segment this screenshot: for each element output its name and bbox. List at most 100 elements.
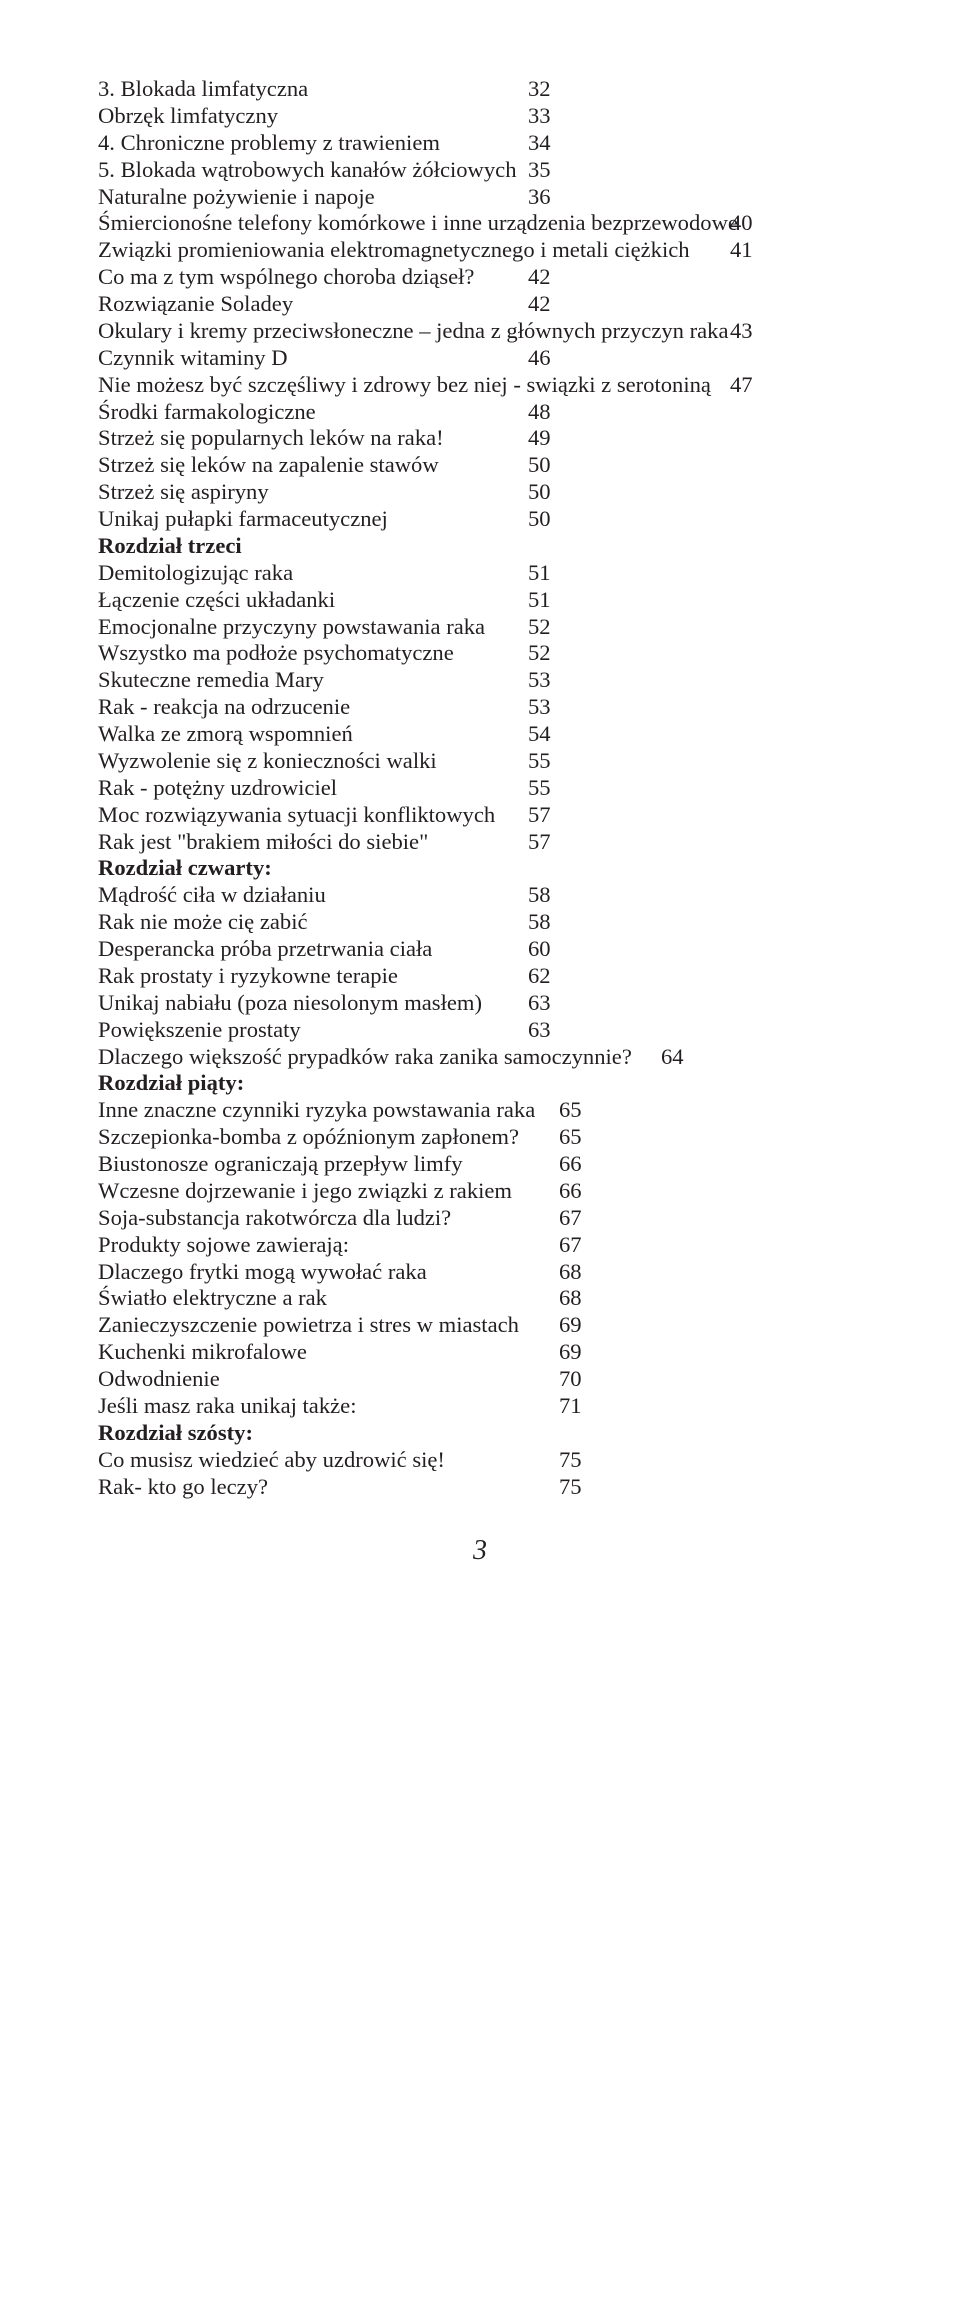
toc-row: Moc rozwiązywania sytuacji konfliktowych… (98, 802, 862, 829)
toc-label: Walka ze zmorą wspomnień (98, 721, 353, 746)
toc-label: Desperancka próba przetrwania ciała (98, 936, 432, 961)
toc-label: Rozdział czwarty: (98, 855, 272, 880)
toc-page-number: 63 (528, 1017, 551, 1044)
toc-row: Rozdział szósty: (98, 1420, 862, 1447)
toc-page-number: 67 (559, 1232, 582, 1259)
toc-row: Rak nie może cię zabić58 (98, 909, 862, 936)
toc-row: Rak jest "brakiem miłości do siebie"57 (98, 829, 862, 856)
toc-label: Rak - reakcja na odrzucenie (98, 694, 350, 719)
toc-row: Desperancka próba przetrwania ciała60 (98, 936, 862, 963)
toc-page-number: 32 (528, 76, 551, 103)
toc-row: Jeśli masz raka unikaj także:71 (98, 1393, 862, 1420)
toc-row: Mądrość ciła w działaniu58 (98, 882, 862, 909)
toc-row: Unikaj nabiału (poza niesolonym masłem) 6… (98, 990, 862, 1017)
toc-page-number: 51 (528, 587, 551, 614)
toc-label: Jeśli masz raka unikaj także: (98, 1393, 356, 1418)
toc-label: Skuteczne remedia Mary (98, 667, 324, 692)
toc-label: Unikaj nabiału (poza niesolonym masłem) (98, 990, 482, 1015)
toc-label: Wczesne dojrzewanie i jego związki z rak… (98, 1178, 512, 1203)
toc-label: Strzeż się leków na zapalenie stawów (98, 452, 439, 477)
toc-page-number: 52 (528, 614, 551, 641)
toc-label: Związki promieniowania elektromagnetyczn… (98, 237, 690, 262)
toc-label: Wszystko ma podłoże psychomatyczne (98, 640, 454, 665)
toc-page-number: 54 (528, 721, 551, 748)
toc-label: Strzeż się aspiryny (98, 479, 269, 504)
toc-row: Rak- kto go leczy?75 (98, 1474, 862, 1501)
toc-page-number: 53 (528, 667, 551, 694)
toc-label: Demitologizując raka (98, 560, 293, 585)
toc-row: Demitologizując raka 51 (98, 560, 862, 587)
toc-row: Śmiercionośne telefony komórkowe i inne … (98, 210, 862, 237)
toc-row: Walka ze zmorą wspomnień 54 (98, 721, 862, 748)
toc-label: Wyzwolenie się z konieczności walki (98, 748, 437, 773)
toc-label: Unikaj pułapki farmaceutycznej (98, 506, 388, 531)
toc-row: Okulary i kremy przeciwsłoneczne – jedna… (98, 318, 862, 345)
toc-label: Okulary i kremy przeciwsłoneczne – jedna… (98, 318, 728, 343)
toc-page-number: 66 (559, 1178, 582, 1205)
toc-page-number: 43 (730, 318, 753, 345)
toc-label: Obrzęk limfatyczny (98, 103, 278, 128)
toc-row: Wyzwolenie się z konieczności walki 55 (98, 748, 862, 775)
toc-label: Środki farmakologiczne (98, 399, 316, 424)
toc-label: Moc rozwiązywania sytuacji konfliktowych (98, 802, 495, 827)
toc-label: Łączenie części układanki (98, 587, 335, 612)
toc-page-number: 75 (559, 1474, 582, 1501)
toc-page-number: 69 (559, 1312, 582, 1339)
toc-page-number: 52 (528, 640, 551, 667)
toc-label: Odwodnienie (98, 1366, 220, 1391)
toc-row: Strzeż się popularnych leków na raka! 49 (98, 425, 862, 452)
toc-page-number: 50 (528, 506, 551, 533)
toc-label: Rozdział szósty: (98, 1420, 253, 1445)
toc-label: Co ma z tym wspólnego choroba dziąseł? (98, 264, 474, 289)
toc-label: Kuchenki mikrofalowe (98, 1339, 307, 1364)
toc-page-number: 64 (661, 1044, 684, 1071)
toc-label: Rozdział trzeci (98, 533, 242, 558)
toc-page-number: 35 (528, 157, 551, 184)
toc-row: Skuteczne remedia Mary 53 (98, 667, 862, 694)
toc-label: Strzeż się popularnych leków na raka! (98, 425, 444, 450)
toc-page-number: 70 (559, 1366, 582, 1393)
toc-page-number: 63 (528, 990, 551, 1017)
toc-page-number: 68 (559, 1259, 582, 1286)
toc-row: Emocjonalne przyczyny powstawania raka52 (98, 614, 862, 641)
toc-page-number: 40 (730, 210, 753, 237)
toc-page-number: 55 (528, 748, 551, 775)
toc-label: Biustonosze ograniczają przepływ limfy (98, 1151, 463, 1176)
toc-label: Soja-substancja rakotwórcza dla ludzi? (98, 1205, 451, 1230)
toc-row: Inne znaczne czynniki ryzyka powstawania… (98, 1097, 862, 1124)
toc-row: Światło elektryczne a rak68 (98, 1285, 862, 1312)
toc-label: Powiększenie prostaty (98, 1017, 301, 1042)
toc-page-number: 41 (730, 237, 753, 264)
toc-label: Szczepionka-bomba z opóźnionym zapłonem? (98, 1124, 519, 1149)
toc-label: 3. Blokada limfatyczna (98, 76, 308, 101)
toc-label: Naturalne pożywienie i napoje (98, 184, 375, 209)
toc-page-number: 55 (528, 775, 551, 802)
toc-row: Związki promieniowania elektromagnetyczn… (98, 237, 862, 264)
toc-row: Biustonosze ograniczają przepływ limfy 66 (98, 1151, 862, 1178)
toc-row: Czynnik witaminy D46 (98, 345, 862, 372)
table-of-contents: 3. Blokada limfatyczna 32 Obrzęk limfatycz… (98, 76, 862, 1500)
toc-row: Wszystko ma podłoże psychomatyczne 52 (98, 640, 862, 667)
toc-page-number: 51 (528, 560, 551, 587)
toc-row: Strzeż się leków na zapalenie stawów50 (98, 452, 862, 479)
toc-row: Kuchenki mikrofalowe 69 (98, 1339, 862, 1366)
toc-label: Światło elektryczne a rak (98, 1285, 327, 1310)
toc-row: 4. Chroniczne problemy z trawieniem34 (98, 130, 862, 157)
toc-row: Produkty sojowe zawierają:67 (98, 1232, 862, 1259)
toc-label: Nie możesz być szczęśliwy i zdrowy bez n… (98, 372, 711, 397)
toc-label: Rak prostaty i ryzykowne terapie (98, 963, 398, 988)
toc-page-number: 46 (528, 345, 551, 372)
toc-row: Dlaczego frytki mogą wywołać raka 68 (98, 1259, 862, 1286)
toc-label: Dlaczego frytki mogą wywołać raka (98, 1259, 427, 1284)
toc-page-number: 48 (528, 399, 551, 426)
toc-row: Strzeż się aspiryny50 (98, 479, 862, 506)
toc-page-number: 36 (528, 184, 551, 211)
toc-row: Powiększenie prostaty 63 (98, 1017, 862, 1044)
toc-page-number: 33 (528, 103, 551, 130)
toc-row: Rak prostaty i ryzykowne terapie62 (98, 963, 862, 990)
toc-page-number: 47 (730, 372, 753, 399)
toc-page-number: 69 (559, 1339, 582, 1366)
toc-page-number: 66 (559, 1151, 582, 1178)
toc-page-number: 49 (528, 425, 551, 452)
toc-label: 5. Blokada wątrobowych kanałów żółciowyc… (98, 157, 517, 182)
